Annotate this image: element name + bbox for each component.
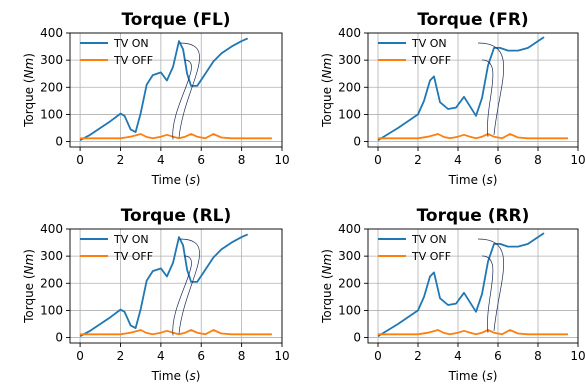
chart-title: Torque (RR) [417, 206, 530, 226]
annotation-arrow [178, 42, 200, 138]
x-tick-label: 8 [238, 153, 246, 167]
x-tick-label: 0 [374, 153, 382, 167]
series-line-tv-off [80, 133, 272, 140]
axes-frame [69, 32, 283, 148]
y-tick-label: 400 [40, 222, 63, 236]
axes-frame [367, 228, 579, 344]
x-axis-label: Time (s) [448, 173, 498, 187]
annotation-arrow [178, 238, 200, 334]
x-tick-label: 10 [274, 349, 289, 363]
y-tick-label: 100 [40, 303, 63, 317]
x-tick-label: 6 [494, 349, 502, 363]
y-axis-label: Torque (Nm) [320, 249, 334, 324]
y-axis-label: Torque (Nm) [320, 53, 334, 128]
legend-entry: TV ON [113, 233, 149, 246]
y-tick-label: 300 [338, 249, 361, 263]
series-line-tv-off [378, 133, 568, 140]
x-tick-label: 4 [157, 349, 165, 363]
x-tick-label: 10 [570, 349, 585, 363]
x-tick-label: 2 [117, 349, 125, 363]
y-tick-label: 200 [40, 276, 63, 290]
annotation-arrow [172, 255, 192, 336]
axes-frame [69, 228, 283, 344]
annotation-arrow [481, 59, 494, 137]
y-tick-label: 200 [40, 80, 63, 94]
x-tick-label: 6 [197, 349, 205, 363]
axes-frame [367, 32, 579, 148]
x-tick-label: 6 [494, 153, 502, 167]
y-tick-label: 0 [55, 331, 63, 345]
x-tick-label: 10 [274, 153, 289, 167]
annotation-arrow [172, 59, 192, 140]
y-tick-label: 0 [55, 135, 63, 149]
legend-entry: TV OFF [411, 250, 451, 263]
y-tick-label: 100 [338, 303, 361, 317]
x-tick-label: 2 [117, 153, 125, 167]
series-line-tv-on [377, 36, 545, 141]
x-tick-label: 8 [534, 349, 542, 363]
y-tick-label: 200 [338, 276, 361, 290]
x-tick-label: 10 [570, 153, 585, 167]
legend-entry: TV ON [411, 37, 447, 50]
x-tick-label: 4 [454, 153, 462, 167]
y-tick-label: 400 [338, 222, 361, 236]
y-tick-label: 100 [338, 107, 361, 121]
y-tick-label: 400 [338, 26, 361, 40]
x-axis-label: Time (s) [448, 369, 498, 383]
series-line-tv-on [377, 232, 545, 337]
y-tick-label: 300 [40, 249, 63, 263]
chart-title: Torque (RL) [121, 206, 232, 226]
x-tick-label: 0 [374, 349, 382, 363]
series-line-tv-off [378, 329, 568, 336]
x-tick-label: 0 [76, 349, 84, 363]
chart-title: Torque (FR) [417, 10, 528, 30]
x-tick-label: 8 [238, 349, 246, 363]
series-line-tv-on [79, 233, 249, 337]
x-tick-label: 2 [414, 153, 422, 167]
x-tick-label: 6 [197, 153, 205, 167]
y-tick-label: 0 [353, 135, 361, 149]
y-tick-label: 400 [40, 26, 63, 40]
legend-entry: TV OFF [113, 250, 153, 263]
legend-entry: TV ON [411, 233, 447, 246]
x-tick-label: 4 [454, 349, 462, 363]
legend-entry: TV OFF [411, 54, 451, 67]
chart-title: Torque (FL) [121, 10, 230, 30]
x-tick-label: 8 [534, 153, 542, 167]
x-tick-label: 2 [414, 349, 422, 363]
x-tick-label: 0 [76, 153, 84, 167]
y-tick-label: 0 [353, 331, 361, 345]
series-line-tv-off [80, 329, 272, 336]
annotation-arrow [477, 238, 504, 331]
x-tick-label: 4 [157, 153, 165, 167]
y-tick-label: 300 [40, 53, 63, 67]
y-tick-label: 300 [338, 53, 361, 67]
series-line-tv-on [79, 37, 249, 141]
y-tick-label: 200 [338, 80, 361, 94]
legend-entry: TV OFF [113, 54, 153, 67]
legend-entry: TV ON [113, 37, 149, 50]
y-axis-label: Torque (Nm) [22, 249, 36, 324]
x-axis-label: Time (s) [151, 369, 201, 383]
annotation-arrow [477, 42, 504, 135]
x-axis-label: Time (s) [151, 173, 201, 187]
y-tick-label: 100 [40, 107, 63, 121]
annotation-arrow [481, 255, 494, 333]
y-axis-label: Torque (Nm) [22, 53, 36, 128]
